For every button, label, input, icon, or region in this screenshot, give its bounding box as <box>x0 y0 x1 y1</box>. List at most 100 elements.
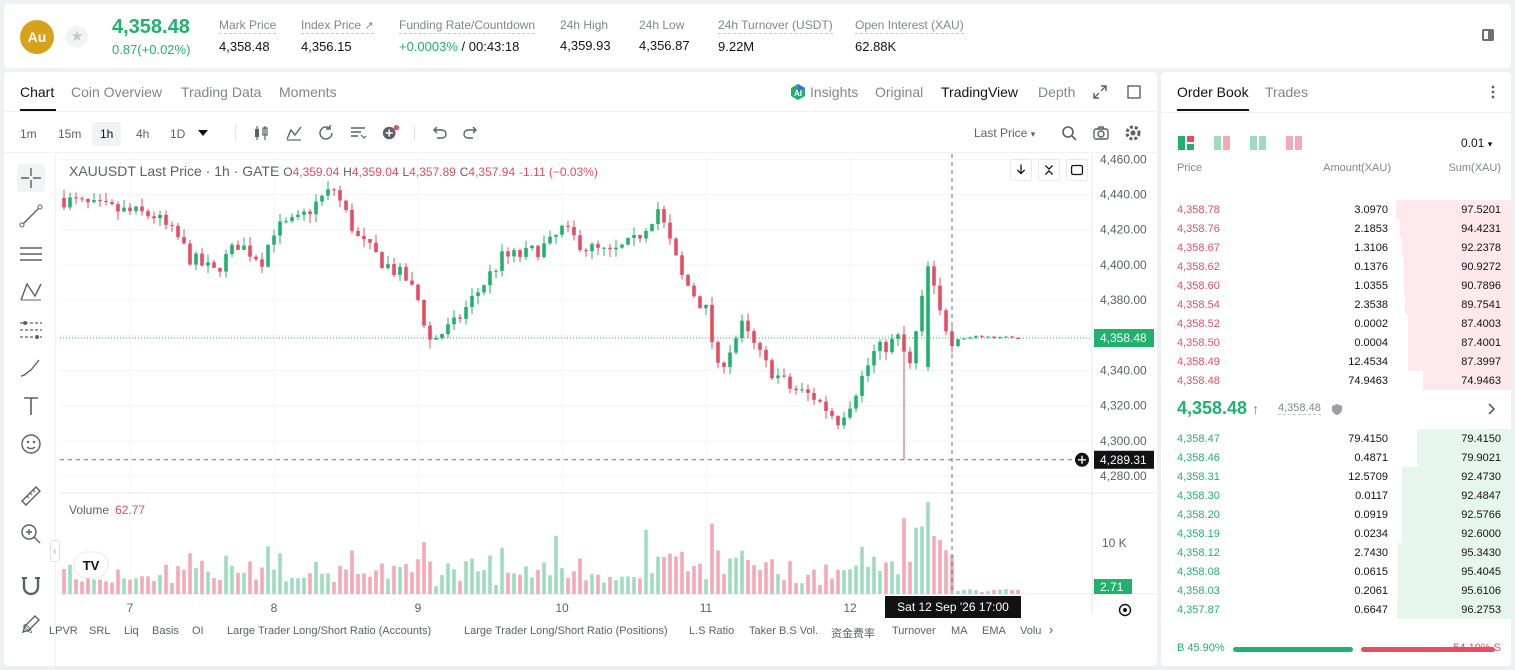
pattern-tool[interactable] <box>17 278 45 306</box>
window-icon[interactable] <box>1127 85 1141 99</box>
mark-price[interactable]: 4,358.48 <box>1278 402 1321 415</box>
indicator-13[interactable]: Volu <box>1020 625 1042 637</box>
both-sides-view-icon[interactable] <box>1177 134 1195 152</box>
open-interest-stat[interactable]: Open Interest (XAU) 62.88K <box>855 18 964 54</box>
fullscreen-icon[interactable] <box>1066 159 1088 181</box>
mark-price-stat[interactable]: Mark Price 4,358.48 <box>219 18 277 54</box>
expand-icon[interactable] <box>1093 85 1107 99</box>
bid-row[interactable]: 4,358.19 0.0234 92.6000 <box>1161 524 1511 543</box>
ask-row[interactable]: 4,358.67 1.3106 92.2378 <box>1161 238 1511 257</box>
tab-chart[interactable]: Chart <box>20 84 55 100</box>
bid-row[interactable]: 4,358.08 0.0615 95.4045 <box>1161 562 1511 581</box>
timeframe-15m[interactable]: 15m <box>58 127 82 141</box>
tab-moments[interactable]: Moments <box>279 84 337 100</box>
insights-button[interactable]: Insights <box>810 84 859 100</box>
candlestick-type-icon[interactable] <box>252 124 270 142</box>
ask-row[interactable]: 4,358.62 0.1376 90.9272 <box>1161 257 1511 276</box>
brush-tool[interactable] <box>17 354 45 382</box>
ask-row[interactable]: 4,358.76 2.1853 94.4231 <box>1161 219 1511 238</box>
bids-only-view-icon[interactable] <box>1249 134 1267 152</box>
split-view-icon[interactable] <box>1213 134 1231 152</box>
tab-order-book[interactable]: Order Book <box>1177 84 1249 100</box>
bid-row[interactable]: 4,358.30 0.0117 92.4847 <box>1161 486 1511 505</box>
price-chart[interactable]: 4,460.00 4,440.00 4,420.00 4,400.00 4,380.00… <box>4 72 1157 620</box>
time-axis-settings-icon[interactable] <box>1117 602 1133 618</box>
chevron-right-icon[interactable] <box>1487 403 1497 415</box>
ask-row[interactable]: 4,358.60 1.0355 90.7896 <box>1161 276 1511 295</box>
candle <box>998 336 1002 338</box>
indicator-5[interactable]: Large Trader Long/Short Ratio (Accounts) <box>227 625 432 637</box>
tab-coin-overview[interactable]: Coin Overview <box>71 84 163 100</box>
indicator-7[interactable]: L.S Ratio <box>689 625 735 637</box>
tradingview-button[interactable]: TradingView <box>941 84 1019 100</box>
timeframe-1h[interactable]: 1h <box>92 122 122 146</box>
ruler-tool[interactable] <box>17 482 45 510</box>
indicator-0[interactable]: LPVR <box>49 625 78 637</box>
ask-row[interactable]: 4,358.49 12.4534 87.3997 <box>1161 352 1511 371</box>
book-icon[interactable] <box>1479 26 1497 44</box>
bid-row[interactable]: 4,358.12 2.7430 95.3430 <box>1161 543 1511 562</box>
favorite-star-icon[interactable]: ★ <box>66 26 88 48</box>
magnet-tool[interactable] <box>17 572 45 600</box>
indicator-1[interactable]: SRL <box>89 625 111 637</box>
indicator-12[interactable]: EMA <box>982 625 1006 637</box>
indicator-2[interactable]: Liq <box>124 625 139 637</box>
indicator-6[interactable]: Large Trader Long/Short Ratio (Positions… <box>464 625 668 637</box>
ask-row[interactable]: 4,358.50 0.0004 87.4001 <box>1161 333 1511 352</box>
price-type-select[interactable]: Last Price ▾ <box>974 126 1036 140</box>
timeframe-1m[interactable]: 1m <box>20 127 37 141</box>
index-price-stat[interactable]: Index Price ↗ 4,356.15 <box>301 18 374 54</box>
indicator-11[interactable]: MA <box>951 625 968 637</box>
original-view-button[interactable]: Original <box>875 84 924 100</box>
indicators-icon[interactable] <box>285 124 303 142</box>
volume-bar <box>884 562 888 594</box>
bid-row[interactable]: 4,358.03 0.2061 95.6106 <box>1161 581 1511 600</box>
replay-icon[interactable] <box>317 124 335 142</box>
bid-row[interactable]: 4,357.87 0.6647 96.2753 <box>1161 600 1511 619</box>
ask-row[interactable]: 4,358.52 0.0002 87.4003 <box>1161 314 1511 333</box>
ask-row[interactable]: 4,358.54 2.3538 89.7541 <box>1161 295 1511 314</box>
horizontal-lines-tool[interactable] <box>17 240 45 268</box>
download-icon[interactable] <box>1010 159 1032 181</box>
pencil-tool[interactable] <box>17 610 45 638</box>
bid-row[interactable]: 4,358.20 0.0919 92.5766 <box>1161 505 1511 524</box>
redo-icon[interactable] <box>462 124 480 142</box>
indicator-9[interactable]: 资金费率 <box>831 628 875 640</box>
gear-icon[interactable] <box>1124 124 1142 142</box>
search-icon[interactable] <box>1060 124 1078 142</box>
precision-select[interactable]: 0.01 ▾ <box>1461 136 1493 150</box>
collapse-icon[interactable] <box>1038 159 1060 181</box>
trend-line-tool[interactable] <box>17 202 45 230</box>
tab-trades[interactable]: Trades <box>1265 84 1309 100</box>
undo-icon[interactable] <box>430 124 448 142</box>
collapse-toolbar-button[interactable]: ‹ <box>50 540 60 562</box>
indicator-3[interactable]: Basis <box>152 625 179 637</box>
depth-view-button[interactable]: Depth <box>1038 84 1076 100</box>
fib-tool[interactable] <box>17 316 45 344</box>
more-vertical-icon[interactable] <box>1487 84 1499 100</box>
template-icon[interactable] <box>349 124 367 142</box>
indicator-10[interactable]: Turnover <box>892 625 936 637</box>
ask-row[interactable]: 4,358.78 3.0970 97.5201 <box>1161 200 1511 219</box>
text-tool[interactable] <box>17 392 45 420</box>
bid-row[interactable]: 4,358.31 12.5709 92.4730 <box>1161 467 1511 486</box>
bid-row[interactable]: 4,358.46 0.4871 79.9021 <box>1161 448 1511 467</box>
tab-trading-data[interactable]: Trading Data <box>181 84 262 100</box>
crosshair-tool[interactable] <box>17 164 45 192</box>
timeframe-4h[interactable]: 4h <box>136 127 150 141</box>
funding-rate-stat[interactable]: Funding Rate/Countdown +0.0003% / 00:43:… <box>399 18 536 54</box>
zoom-tool[interactable] <box>17 520 45 548</box>
edit-icon[interactable]: ✎ <box>22 621 34 637</box>
indicator-4[interactable]: OI <box>192 625 204 637</box>
add-alert-icon[interactable] <box>382 124 400 142</box>
indicator-8[interactable]: Taker B.S Vol. <box>749 625 819 637</box>
chevron-down-icon[interactable] <box>198 130 208 136</box>
camera-icon[interactable] <box>1092 124 1110 142</box>
bid-row[interactable]: 4,358.47 79.4150 79.4150 <box>1161 429 1511 448</box>
emoji-tool[interactable] <box>17 430 45 458</box>
ask-row[interactable]: 4,358.48 74.9463 74.9463 <box>1161 371 1511 390</box>
asks-only-view-icon[interactable] <box>1285 134 1303 152</box>
chevron-right-icon[interactable]: › <box>1049 622 1054 637</box>
turnover-24h-stat[interactable]: 24h Turnover (USDT) 9.22M <box>718 18 833 54</box>
timeframe-1d[interactable]: 1D <box>170 127 186 141</box>
